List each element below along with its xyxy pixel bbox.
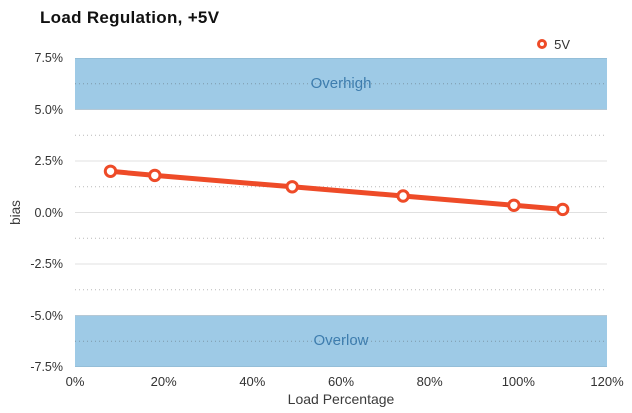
data-point-marker[interactable] bbox=[396, 189, 410, 203]
x-axis-tick-label: 100% bbox=[501, 374, 535, 389]
plot-area: Overhigh Overlow bbox=[75, 58, 607, 367]
x-axis-tick-label: 20% bbox=[150, 374, 177, 389]
y-axis-tick-label: -7.5% bbox=[30, 360, 63, 374]
band-label-overhigh: Overhigh bbox=[310, 74, 372, 92]
limit-band-overlow bbox=[75, 315, 607, 367]
y-axis-tick-label: 0.0% bbox=[34, 205, 64, 220]
y-axis-tick-label: -2.5% bbox=[30, 257, 63, 271]
y-axis-tick-label: 2.5% bbox=[34, 154, 64, 168]
x-axis-tick-label: 120% bbox=[590, 374, 624, 389]
legend-label: 5V bbox=[554, 36, 570, 52]
data-point-marker[interactable] bbox=[103, 164, 118, 179]
plot-svg bbox=[75, 58, 607, 367]
y-axis-tick-label: 5.0% bbox=[34, 102, 64, 117]
band-label-overlow: Overlow bbox=[313, 332, 369, 350]
y-axis-tick-label: 7.5% bbox=[34, 51, 64, 65]
x-axis-tick-label: 0% bbox=[65, 374, 85, 389]
x-axis-tick-label: 40% bbox=[239, 374, 266, 389]
legend-item-5v[interactable]: 5V bbox=[537, 35, 570, 53]
limit-band-overhigh bbox=[75, 58, 607, 110]
y-axis-tick-label: -5.0% bbox=[30, 308, 63, 323]
series-line-5v bbox=[108, 168, 566, 212]
data-point-marker[interactable] bbox=[285, 180, 299, 194]
ring-marker-icon bbox=[537, 39, 548, 49]
data-point-marker[interactable] bbox=[556, 202, 570, 217]
data-point-marker[interactable] bbox=[148, 168, 162, 183]
x-axis-tick-label: 80% bbox=[416, 374, 443, 389]
x-axis-title: Load Percentage bbox=[287, 391, 395, 407]
data-point-marker[interactable] bbox=[507, 198, 521, 213]
x-axis-tick-label: 60% bbox=[327, 374, 355, 389]
chart-title: Load Regulation, +5V bbox=[40, 8, 220, 27]
